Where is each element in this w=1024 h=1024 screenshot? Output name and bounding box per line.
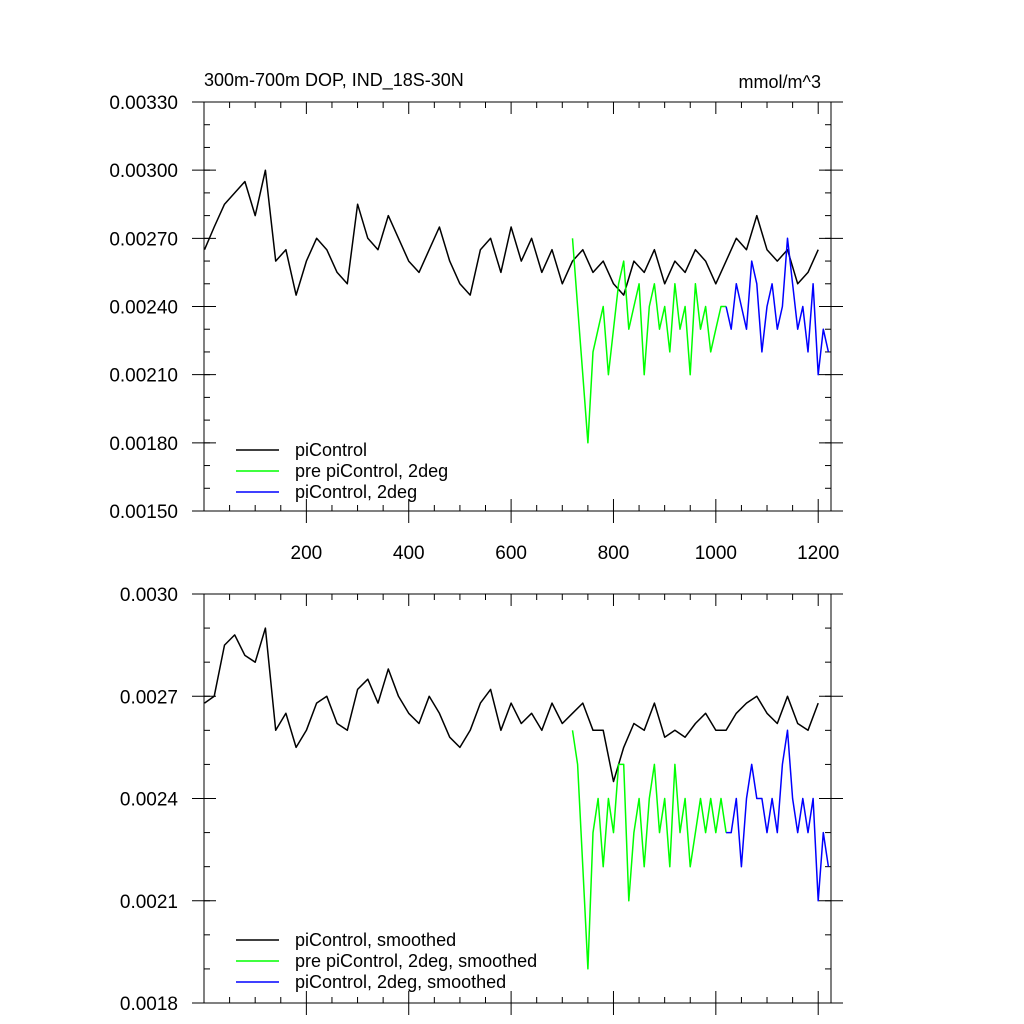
series-line-picontrol <box>203 169 819 296</box>
legend-label: pre piControl, 2deg <box>295 461 448 481</box>
legend-label: pre piControl, 2deg, smoothed <box>295 951 537 971</box>
legend-label: piControl, 2deg <box>295 482 417 502</box>
series-line-picontrol-2deg-smoothed <box>726 729 830 902</box>
y-tick-label: 0.00330 <box>109 93 178 114</box>
x-tick-label: 1200 <box>797 543 839 564</box>
chart-units: mmol/m^3 <box>739 72 821 92</box>
x-tick-label: 800 <box>598 543 630 564</box>
legend-label: piControl, smoothed <box>295 930 456 950</box>
y-tick-label: 0.0030 <box>120 585 178 606</box>
series-line-picontrol-2deg <box>725 237 830 376</box>
legend-label: piControl, 2deg, smoothed <box>295 972 506 992</box>
bottom-panel: 0.0018 0.0021 0.0024 0.0027 0.0030 piControl,… <box>120 585 843 1015</box>
series-line-pre-picontrol-2deg <box>571 238 727 444</box>
x-tick-label: 400 <box>393 543 425 564</box>
y-tick-label: 0.00240 <box>109 298 178 319</box>
y-tick-label: 0.00270 <box>109 229 178 250</box>
x-tick-label: 600 <box>495 543 527 564</box>
y-tick-label: 0.0024 <box>120 790 179 811</box>
y-tick-label: 0.00210 <box>109 366 178 387</box>
y-tick-label: 0.00300 <box>109 161 178 182</box>
x-tick-label: 1000 <box>695 543 737 564</box>
x-tick-label: 200 <box>291 543 323 564</box>
y-tick-label: 0.0021 <box>120 892 178 913</box>
y-tick-label: 0.0027 <box>120 687 178 708</box>
y-tick-label: 0.0018 <box>120 994 178 1015</box>
y-tick-label: 0.00180 <box>109 434 178 455</box>
y-tick-label: 0.00150 <box>109 502 178 523</box>
series-line-picontrol-smoothed <box>204 627 819 783</box>
chart-title: 300m-700m DOP, IND_18S-30N <box>204 70 464 91</box>
series-line-pre-picontrol-2deg-smoothed <box>571 730 727 970</box>
top-panel: 0.00150 0.00180 0.00210 0.00240 0.00270 0.003… <box>109 70 843 564</box>
legend-label: piControl <box>295 440 367 460</box>
